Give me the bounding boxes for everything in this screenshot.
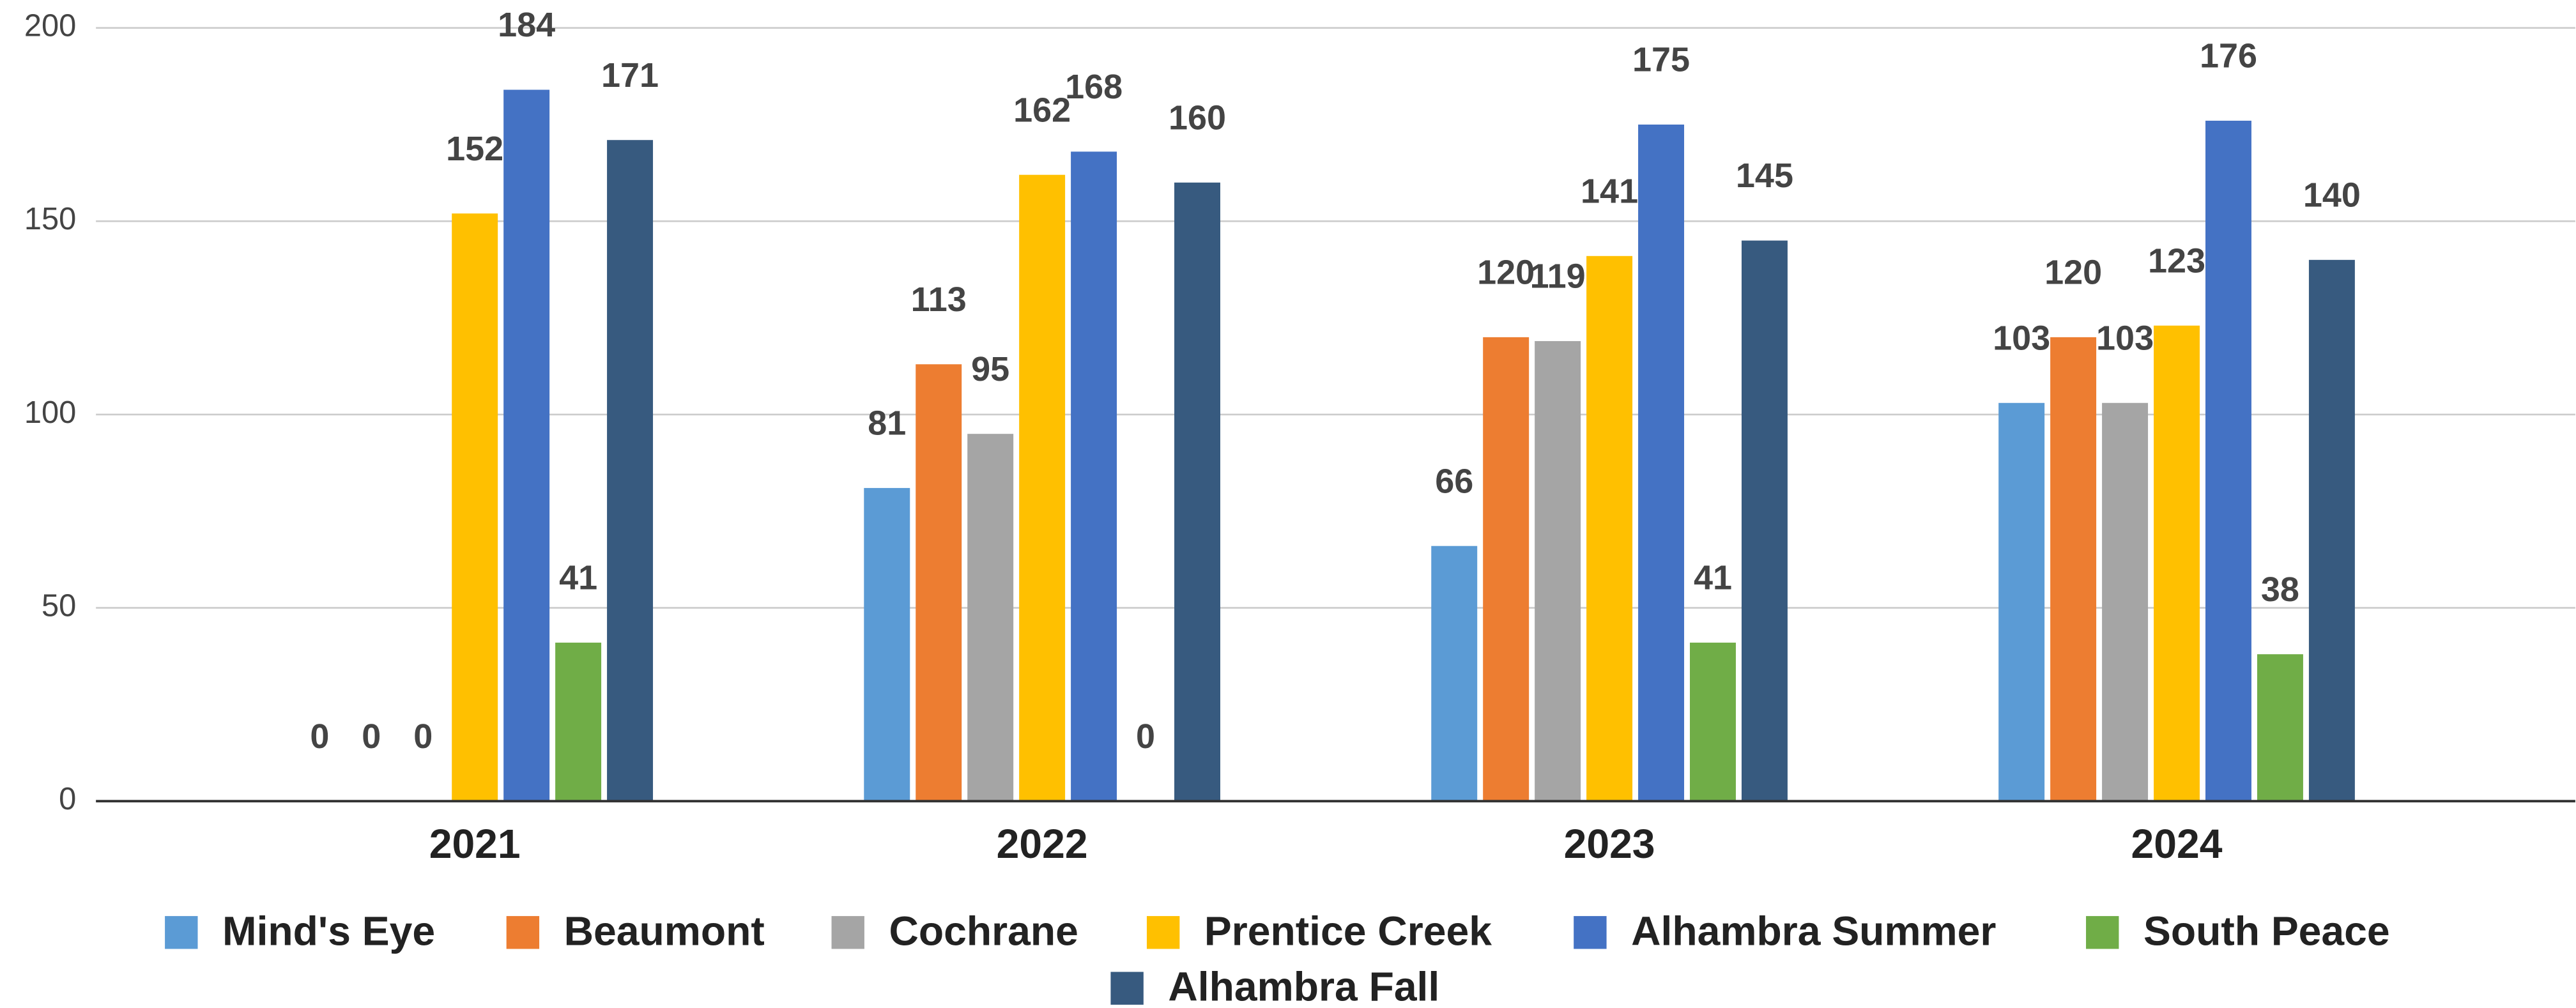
bar (2308, 259, 2355, 802)
bar (452, 213, 498, 802)
data-label: 103 (2096, 319, 2154, 357)
bar (1638, 125, 1685, 802)
data-label: 120 (2044, 253, 2102, 291)
legend-label: Beaumont (564, 908, 765, 954)
bar (916, 364, 962, 802)
x-tick-label: 2024 (2131, 821, 2223, 867)
bar (1535, 340, 1581, 802)
data-label: 0 (310, 717, 329, 756)
data-label: 175 (1632, 41, 1690, 79)
bar (607, 140, 654, 802)
bar (967, 434, 1014, 802)
bar (2050, 337, 2097, 802)
data-label: 140 (2303, 176, 2361, 214)
bar (1586, 256, 1633, 802)
legend-swatch (1574, 916, 1607, 949)
bar (1019, 174, 1066, 802)
data-label: 66 (1435, 462, 1473, 500)
data-label: 176 (2200, 37, 2257, 75)
data-label: 0 (413, 717, 433, 756)
x-tick-label: 2023 (1564, 821, 1655, 867)
legend-label: Cochrane (889, 908, 1078, 954)
x-tick-label: 2021 (429, 821, 521, 867)
data-label: 152 (446, 130, 503, 168)
legend-swatch (165, 916, 198, 949)
data-label: 41 (1694, 559, 1732, 597)
data-label: 119 (1530, 257, 1586, 296)
bar (2102, 402, 2149, 802)
bar (1690, 643, 1736, 802)
y-tick-label: 0 (59, 782, 76, 816)
legend-swatch (1110, 972, 1144, 1005)
data-label: 120 (1477, 253, 1535, 291)
legend-label: Prentice Creek (1204, 908, 1492, 954)
data-label: 145 (1736, 157, 1793, 195)
legend-label: Alhambra Summer (1631, 908, 1996, 954)
y-tick-label: 200 (24, 9, 76, 43)
data-label: 162 (1013, 91, 1071, 129)
y-tick-label: 50 (42, 588, 76, 623)
data-label: 113 (911, 280, 967, 319)
bar (2154, 325, 2200, 802)
bar (503, 89, 550, 802)
data-label: 0 (1136, 717, 1155, 756)
legend-label: Alhambra Fall (1168, 964, 1439, 1008)
bar (1998, 402, 2045, 802)
data-label: 171 (601, 56, 659, 95)
bar (1174, 182, 1220, 802)
bar (864, 487, 910, 802)
bar (1483, 337, 1529, 802)
legend-swatch (506, 916, 540, 949)
legend-swatch (1146, 916, 1180, 949)
bar (555, 643, 602, 802)
data-label: 81 (868, 404, 906, 443)
legend-label: South Peace (2143, 908, 2390, 954)
data-label: 184 (498, 6, 555, 44)
x-tick-label: 2022 (997, 821, 1088, 867)
bar (1431, 546, 1478, 802)
data-label: 0 (362, 717, 381, 756)
data-label: 141 (1581, 172, 1638, 210)
bar (1071, 151, 1117, 802)
legend-swatch (2086, 916, 2119, 949)
data-label: 95 (971, 350, 1009, 388)
data-label: 160 (1169, 98, 1226, 137)
legend-label: Mind's Eye (222, 908, 435, 954)
data-label: 38 (2261, 570, 2299, 609)
y-tick-label: 100 (24, 395, 76, 430)
data-label: 41 (559, 559, 597, 597)
data-label: 123 (2148, 241, 2205, 280)
data-label: 103 (1993, 319, 2050, 357)
bar (1741, 240, 1788, 802)
data-label: 168 (1065, 68, 1123, 106)
bar (2257, 654, 2303, 802)
bar (2205, 120, 2251, 802)
y-tick-label: 150 (24, 202, 76, 236)
legend-swatch (831, 916, 864, 949)
